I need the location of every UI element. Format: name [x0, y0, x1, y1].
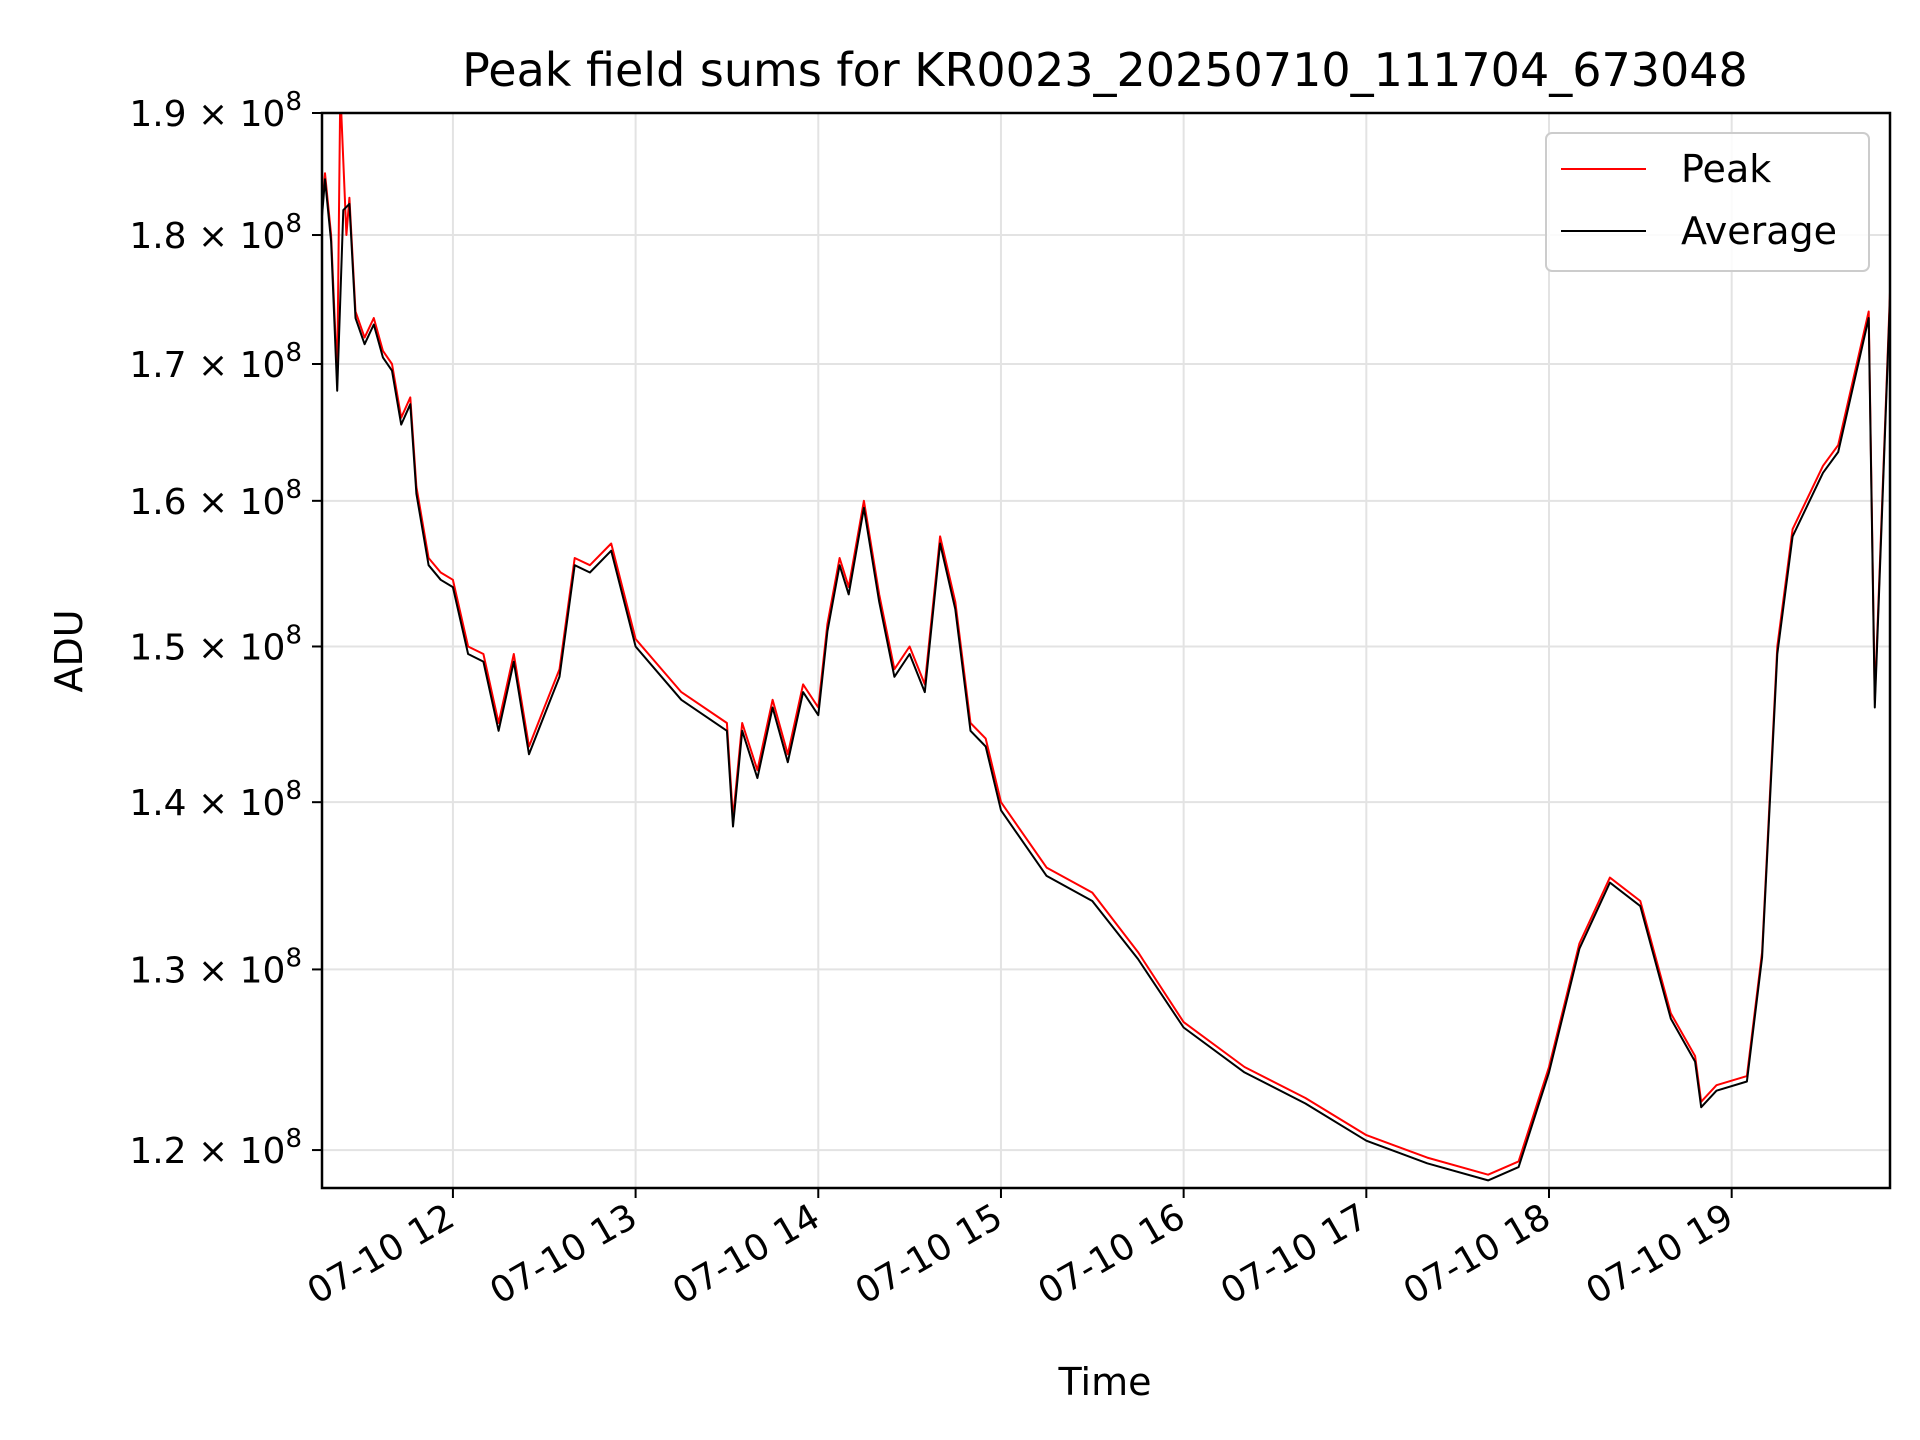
x-tick-label: 07-10 19 — [1580, 1196, 1741, 1312]
y-axis: 1.2 × 108 1.3 × 108 1.4 × 108 1.5 × 108 1.6 … — [129, 87, 322, 1172]
y-tick-label: 1.2 × 108 — [129, 1124, 302, 1172]
grid-lines — [322, 112, 1890, 1188]
x-tick-label: 07-10 13 — [483, 1196, 644, 1312]
series-line-average — [322, 178, 1890, 1182]
x-tick-label: 07-10 14 — [666, 1196, 827, 1312]
chart-title: Peak field sums for KR0023_20250710_1117… — [462, 43, 1748, 97]
x-tick-label: 07-10 16 — [1031, 1196, 1192, 1312]
x-tick-label: 07-10 18 — [1397, 1196, 1558, 1312]
legend-label-peak: Peak — [1681, 147, 1771, 191]
plot-frame — [320, 111, 1892, 1190]
y-tick-label: 1.9 × 108 — [129, 87, 302, 135]
x-tick-label: 07-10 17 — [1214, 1196, 1375, 1312]
legend-label-average: Average — [1681, 209, 1837, 253]
legend: Peak Average — [1545, 132, 1870, 272]
y-tick-label: 1.8 × 108 — [129, 209, 302, 257]
x-tick-label: 07-10 12 — [301, 1196, 462, 1312]
plot-series — [322, 113, 1890, 1182]
y-tick-label: 1.7 × 108 — [129, 338, 302, 386]
y-tick-label: 1.5 × 108 — [129, 620, 302, 668]
y-tick-label: 1.6 × 108 — [129, 475, 302, 523]
legend-box — [1545, 132, 1870, 272]
x-tick-label: 07-10 15 — [849, 1196, 1010, 1312]
y-axis-label: ADU — [47, 609, 91, 692]
x-axis-label: Time — [1058, 1360, 1152, 1404]
y-tick-label: 1.4 × 108 — [129, 776, 302, 824]
y-tick-label: 1.3 × 108 — [129, 943, 302, 991]
x-axis: 07-10 12 07-10 13 07-10 14 07-10 15 07-10 16… — [301, 1188, 1740, 1313]
series-line-peak — [322, 113, 1890, 1176]
